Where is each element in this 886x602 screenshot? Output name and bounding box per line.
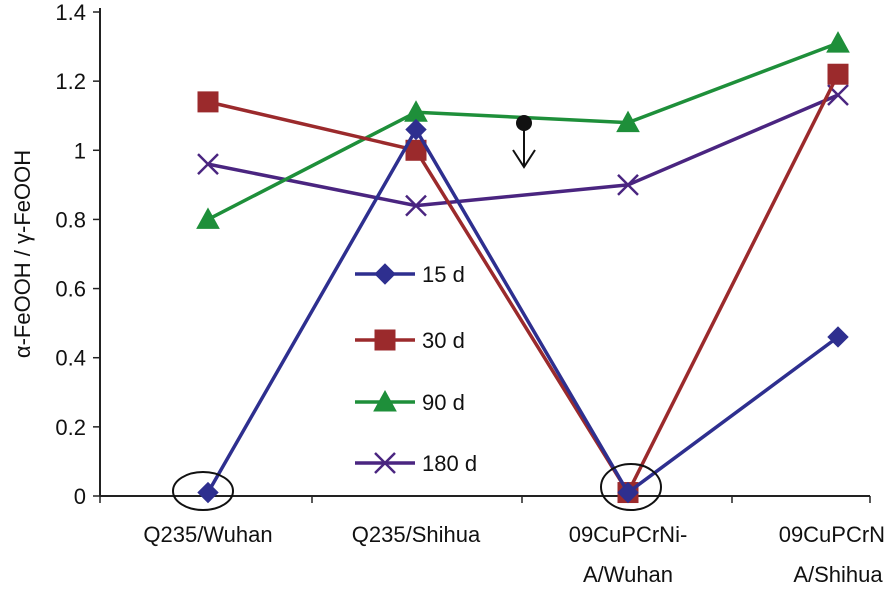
marker-cross-stroke — [197, 153, 219, 175]
y-tick-label: 1.2 — [55, 69, 86, 94]
marker-diamond — [827, 326, 849, 348]
y-tick-label: 0.6 — [55, 277, 86, 302]
axes — [99, 8, 870, 497]
x-tick-label: Q235/Wuhan — [143, 522, 272, 547]
marker-cross — [374, 452, 396, 474]
marker-diamond — [405, 118, 427, 141]
marker-cross — [405, 194, 427, 217]
marker-diamond — [197, 481, 219, 504]
marker-triangle — [826, 31, 850, 53]
series-line — [206, 127, 840, 495]
y-tick-label: 0.8 — [55, 207, 86, 232]
legend-label: 15 d — [422, 262, 465, 287]
legend-item-30-d: 30 d — [355, 328, 465, 353]
highlight-circle — [600, 463, 662, 511]
marker-diamond — [617, 481, 639, 504]
series-15-d — [197, 118, 849, 504]
legend-label: 180 d — [422, 451, 477, 476]
down-arrow-icon — [512, 115, 536, 169]
marker-square — [827, 63, 849, 85]
legend-item-90-d: 90 d — [355, 389, 465, 415]
x-tick-label: 09CuPCrNi- — [779, 522, 886, 547]
marker-square — [197, 91, 219, 113]
legend-item-15-d: 15 d — [355, 262, 465, 287]
marker-triangle — [616, 110, 640, 133]
series-line — [207, 73, 840, 495]
marker-diamond — [374, 263, 396, 285]
marker-cross-stroke — [827, 84, 849, 106]
y-ticks: 0 0.2 0.4 0.6 0.8 1 1.2 1.4 — [55, 0, 100, 509]
y-tick-label: 0.4 — [55, 346, 86, 371]
x-tick-label: Q235/Shihua — [352, 522, 481, 547]
series-180-d — [197, 84, 849, 217]
legend: 15 d 30 d 90 d 180 d — [355, 262, 477, 476]
x-ticks: Q235/Wuhan Q235/Shihua 09CuPCrNi- A/Wuhan 09… — [99, 496, 886, 587]
marker-cross-stroke — [405, 194, 427, 217]
arrow-dot — [516, 115, 532, 131]
series-layer — [196, 31, 850, 504]
y-tick-label: 1.4 — [55, 0, 86, 25]
y-tick-label: 1 — [74, 138, 86, 163]
legend-item-180-d: 180 d — [355, 451, 477, 476]
arrow-head — [512, 149, 536, 169]
marker-cross-stroke — [374, 452, 396, 474]
y-tick-label: 0 — [74, 484, 86, 509]
x-tick-label: A/Wuhan — [583, 562, 673, 587]
x-tick-label: A/Shihua — [793, 562, 883, 587]
marker-square — [374, 329, 396, 351]
series-line — [207, 93, 839, 208]
highlight-circle — [172, 471, 234, 511]
x-tick-label: 09CuPCrNi- — [569, 522, 688, 547]
marker-cross — [197, 153, 219, 175]
legend-label: 90 d — [422, 390, 465, 415]
legend-label: 30 d — [422, 328, 465, 353]
marker-cross — [617, 173, 639, 196]
y-axis-label: α-FeOOH / γ-FeOOH — [10, 150, 35, 358]
marker-triangle — [196, 207, 220, 229]
marker-triangle — [373, 389, 397, 412]
y-tick-label: 0.2 — [55, 415, 86, 440]
annotations — [172, 115, 662, 511]
marker-cross-stroke — [617, 173, 639, 196]
